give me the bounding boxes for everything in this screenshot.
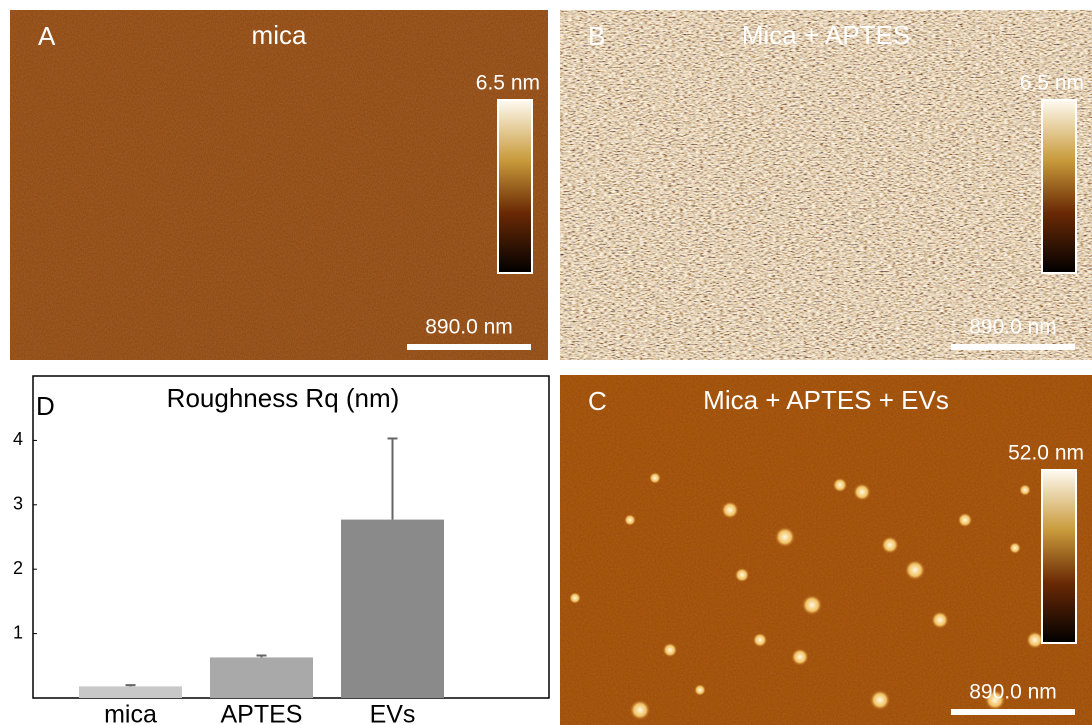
y-tick-label: 4	[13, 429, 23, 449]
panel-label: B	[588, 21, 605, 51]
y-tick-label: 2	[13, 558, 23, 578]
scale-bar	[951, 344, 1075, 350]
colorbar-max: 6.5 nm	[476, 72, 540, 95]
vesicle	[931, 611, 949, 629]
colorbar	[498, 100, 532, 273]
vesicle	[624, 514, 636, 526]
vesicle	[735, 568, 750, 583]
panel-title: mica	[252, 20, 307, 50]
scale-bar-label: 890.0 nm	[969, 316, 1057, 339]
vesicle	[881, 536, 899, 554]
afm-image	[10, 10, 548, 360]
scale-bar-label: 890.0 nm	[425, 316, 513, 339]
panel-title: Mica + APTES + EVs	[703, 385, 949, 415]
chart-title: Roughness Rq (nm)	[167, 383, 400, 413]
bar	[210, 657, 313, 698]
scale-bar-label: 890.0 nm	[969, 681, 1057, 704]
vesicle	[753, 633, 768, 648]
vesicle	[905, 560, 926, 581]
vesicle	[569, 592, 581, 604]
vesicle	[721, 501, 739, 519]
vesicle	[870, 690, 891, 711]
figure: Amica 6.5 nm 890.0 nm B Mica + APTES 6.5 nm 89…	[0, 0, 1092, 725]
colorbar	[1042, 100, 1076, 273]
vesicle	[663, 643, 678, 658]
x-tick-label: EVs	[370, 701, 416, 725]
vesicle	[853, 483, 871, 501]
vesicle	[791, 648, 809, 666]
vesicle	[1019, 484, 1031, 496]
vesicle	[649, 472, 661, 484]
vesicle	[694, 684, 706, 696]
y-tick-label: 1	[13, 622, 23, 642]
x-tick-label: mica	[104, 701, 157, 725]
colorbar-max: 52.0 nm	[1008, 442, 1084, 465]
panel-label: A	[38, 21, 56, 51]
page: {"panels": [ {"label": "A", "title": "mi…	[0, 0, 1092, 725]
y-tick-label: 3	[13, 494, 23, 514]
scale-bar	[951, 709, 1075, 715]
bar	[79, 686, 182, 698]
panel-label: C	[588, 386, 607, 416]
vesicle	[630, 700, 651, 721]
x-tick-label: APTES	[221, 701, 303, 725]
vesicle	[1009, 542, 1021, 554]
afm-image	[560, 10, 1092, 360]
vesicle	[775, 527, 796, 548]
vesicle	[958, 513, 973, 528]
bar	[341, 520, 444, 698]
panel-title: Mica + APTES	[742, 20, 910, 50]
afm-panel: C Mica + APTES + EVs 52.0 nm 890.0 nm	[560, 375, 1092, 725]
vesicle	[802, 595, 823, 616]
plot-frame	[33, 376, 549, 698]
afm-panel: B Mica + APTES 6.5 nm 890.0 nm	[560, 10, 1092, 360]
scale-bar	[407, 344, 531, 350]
vesicle	[833, 478, 848, 493]
panel-label: D	[36, 391, 55, 421]
colorbar	[1042, 470, 1076, 643]
colorbar-max: 6.5 nm	[1020, 72, 1084, 95]
